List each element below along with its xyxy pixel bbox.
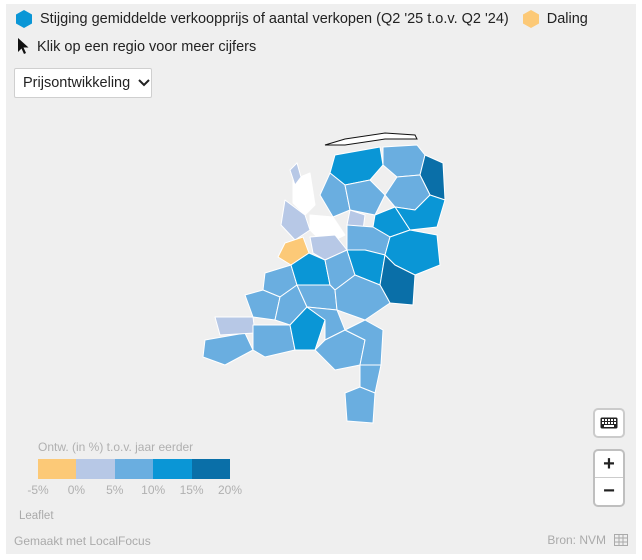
region-tilburg[interactable]: [289, 306, 326, 351]
region-groningen[interactable]: [382, 144, 426, 178]
region-noord-holland[interactable]: [280, 199, 311, 241]
hexagon-rise-icon: [16, 10, 32, 28]
scale-swatch-5: [191, 459, 230, 479]
source-text: Bron: NVM: [547, 533, 606, 547]
scale-title: Ontw. (in %) t.o.v. jaar eerder: [38, 440, 194, 454]
zoom-control: + −: [595, 451, 623, 505]
scale-ticks: -5% 0% 5% 10% 15% 20%: [27, 483, 258, 499]
table-icon[interactable]: [614, 534, 628, 546]
source-label: Bron: NVM: [547, 533, 628, 547]
wadden-islands: [324, 132, 418, 146]
region-drenthe-north[interactable]: [344, 179, 386, 216]
keyboard-icon: [600, 417, 618, 429]
scale-tick: 15%: [179, 483, 204, 497]
scale-tick: -5%: [27, 483, 49, 497]
scale-swatch-4: [153, 459, 192, 479]
scale-tick: 5%: [106, 483, 124, 497]
scale-tick: 10%: [141, 483, 166, 497]
scale-swatch-3: [114, 459, 154, 479]
region-zeeland-north[interactable]: [214, 316, 256, 336]
dropdown-selected: Prijsontwikkeling: [23, 75, 131, 91]
made-with-link[interactable]: Gemaakt met LocalFocus: [14, 534, 151, 548]
chevron-down-icon: [138, 79, 150, 87]
hint-text: Klik op een regio voor meer cijfers: [37, 38, 257, 55]
legend: Stijging gemiddelde verkoopprijs of aant…: [16, 10, 588, 28]
scale-swatch-1: [38, 459, 77, 479]
region-friesland[interactable]: [319, 172, 351, 218]
metric-dropdown[interactable]: Prijsontwikkeling: [14, 68, 152, 98]
zoom-out-button[interactable]: −: [603, 480, 615, 502]
region-breda[interactable]: [252, 324, 296, 358]
cursor-icon: [18, 38, 29, 54]
zoom-in-button[interactable]: +: [595, 451, 623, 478]
scale-tick: 0%: [67, 483, 86, 497]
region-den-haag[interactable]: [244, 289, 281, 321]
leaflet-attribution[interactable]: Leaflet: [19, 510, 54, 522]
scale-bar: [38, 459, 258, 479]
keyboard-shortcuts-button[interactable]: [595, 410, 623, 436]
hexagon-fall-icon: [522, 10, 539, 28]
netherlands-map: [202, 132, 446, 424]
legend-fall-label: Daling: [546, 11, 588, 27]
click-hint: Klik op een regio voor meer cijfers: [18, 38, 256, 55]
region-noord-holland-north[interactable]: [292, 172, 316, 216]
region-zeeland[interactable]: [202, 332, 254, 366]
legend-rise-label: Stijging gemiddelde verkoopprijs of aant…: [40, 11, 509, 27]
island-texel: [289, 162, 302, 187]
color-scale: Ontw. (in %) t.o.v. jaar eerder -5% 0% 5…: [27, 440, 258, 499]
scale-swatch-2: [76, 459, 115, 479]
scale-tick: 20%: [217, 483, 243, 497]
region-limburg-south[interactable]: [344, 386, 376, 424]
